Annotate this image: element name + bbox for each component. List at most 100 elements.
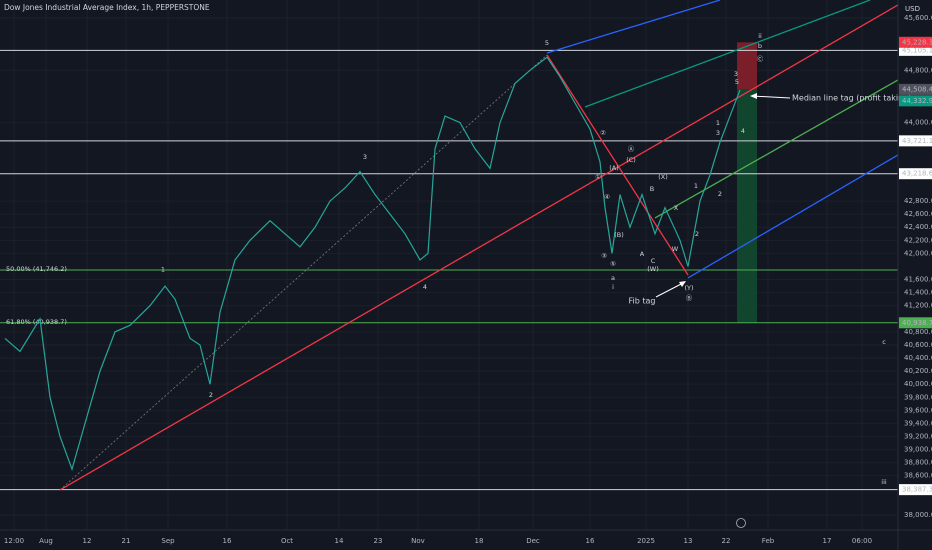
- arrow-line: [655, 281, 686, 298]
- annotation: iii: [881, 478, 887, 486]
- y-tick-label: 41,600.0: [904, 276, 932, 284]
- arrow-line: [751, 95, 791, 99]
- x-tick-label: 16: [586, 537, 595, 545]
- annotation: 3: [716, 129, 720, 137]
- annotation: 3: [363, 153, 367, 161]
- annotation: ④: [604, 193, 610, 201]
- annotation: c: [882, 338, 886, 346]
- level-text: 61.80% (40,938.7): [6, 318, 67, 326]
- y-tick-label: 38,800.0: [904, 459, 932, 467]
- annotation: (W): [647, 265, 659, 273]
- y-tick-label: 41,200.0: [904, 302, 932, 310]
- level-tag-bg: [899, 484, 932, 496]
- annotation: 4: [741, 127, 745, 135]
- annotation: 2: [209, 391, 213, 399]
- price-tag: 44,332.9: [902, 97, 932, 105]
- level-tag-bg: [899, 44, 932, 56]
- arrow-head: [679, 281, 686, 287]
- y-tick-label: 38,000.0: [904, 511, 932, 519]
- trend-line: [546, 0, 721, 54]
- y-tick-label: 39,200.0: [904, 432, 932, 440]
- trend-line: [546, 54, 689, 276]
- annotation: 5: [545, 39, 549, 47]
- y-tick-label: 42,600.0: [904, 210, 932, 218]
- annotation: 1: [716, 119, 720, 127]
- level-tag: 43,721.1: [902, 137, 932, 145]
- y-tick-label: 39,800.0: [904, 393, 932, 401]
- y-tick-label: 38,600.0: [904, 472, 932, 480]
- y-tick-label: 42,400.0: [904, 223, 932, 231]
- price-tag-bg: [899, 36, 932, 48]
- price-tag-bg: [899, 83, 932, 95]
- annotation: b: [758, 42, 762, 50]
- annotation: ⑤: [610, 260, 616, 268]
- x-tick-label: Nov: [411, 537, 425, 545]
- x-tick-label: 14: [335, 537, 344, 545]
- annotation: 1: [161, 266, 165, 274]
- x-tick-label: 12:00: [4, 537, 24, 545]
- x-tick-label: 16: [223, 537, 232, 545]
- annotation: a: [611, 274, 615, 282]
- x-tick-label: Oct: [281, 537, 293, 545]
- price-line: [4, 56, 741, 472]
- annotation: Median line tag (profit taking): [792, 93, 911, 102]
- annotation: i: [612, 283, 614, 291]
- y-tick-label: 42,800.0: [904, 197, 932, 205]
- annotation: X: [674, 204, 679, 212]
- y-tick-label: 40,400.0: [904, 354, 932, 362]
- fib-tag-arrow: [655, 281, 686, 298]
- annotation: ③: [601, 252, 607, 260]
- position-box: [737, 42, 757, 90]
- annotation: Ⓒ: [757, 55, 764, 63]
- annotation: 3: [734, 70, 738, 78]
- trend-line: [687, 154, 899, 279]
- level-tag-bg: [899, 168, 932, 180]
- y-tick-label: 41,400.0: [904, 289, 932, 297]
- annotation: 2: [695, 230, 699, 238]
- annotation: W: [672, 245, 679, 253]
- level-tag-bg: [899, 317, 932, 329]
- y-tick-label: 42,000.0: [904, 249, 932, 257]
- annotation: 2: [718, 190, 722, 198]
- y-tick-label: 44,000.0: [904, 119, 932, 127]
- annotation: 4: [423, 283, 427, 291]
- x-tick-label: 21: [122, 537, 131, 545]
- level-tag: 38,387.3: [902, 486, 932, 494]
- arrow-head: [750, 93, 757, 99]
- level-text: 50.00% (41,746.2): [6, 265, 67, 273]
- x-tick-label: 23: [374, 537, 383, 545]
- level-tag: 45,105.1: [902, 46, 932, 54]
- annotation: 5: [735, 78, 739, 86]
- plot-area: 50.00% (41,746.2) 61.80% (40,938.7) 1 2 3 4 5 ②…: [0, 0, 911, 491]
- axes: 12:00 Aug 12 21 Sep 16 Oct 14 23 Nov 18 Dec 16 2025 13…: [4, 14, 932, 545]
- x-tick-label: Dec: [526, 537, 540, 545]
- x-tick-label: 17: [823, 537, 832, 545]
- y-tick-label: 40,800.0: [904, 328, 932, 336]
- y-tick-label: 45,600.0: [904, 14, 932, 22]
- x-tick-label: 06:00: [852, 537, 872, 545]
- annotation: (Y): [684, 284, 693, 292]
- price-tag-bg: [899, 95, 932, 107]
- x-tick-label: Aug: [39, 537, 53, 545]
- trend-line: [584, 0, 871, 108]
- annotation: 1: [694, 182, 698, 190]
- level-tag: 43,218.6: [902, 170, 932, 178]
- annotation: (B): [614, 231, 624, 239]
- median-tag-arrow: [750, 93, 791, 99]
- annotation: Fib tag: [629, 296, 656, 305]
- level-tag: 40,938.7: [902, 319, 932, 327]
- x-tick-label: 22: [722, 537, 731, 545]
- position-box: [737, 89, 757, 323]
- event-icon[interactable]: [736, 518, 746, 528]
- annotation: (X): [658, 173, 668, 181]
- y-tick-label: 39,000.0: [904, 446, 932, 454]
- x-tick-label: 2025: [637, 537, 655, 545]
- y-tick-label: 40,000.0: [904, 380, 932, 388]
- price-tag: 44,508.4: [902, 85, 932, 93]
- y-tick-label: 40,600.0: [904, 341, 932, 349]
- annotation: ii: [758, 32, 762, 40]
- annotation: A: [640, 250, 645, 258]
- y-tick-label: 40,200.0: [904, 367, 932, 375]
